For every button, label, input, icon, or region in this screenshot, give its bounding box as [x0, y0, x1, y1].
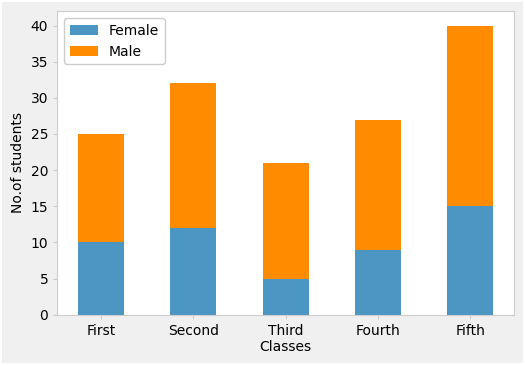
Bar [355, 119, 401, 250]
Bar [170, 228, 216, 315]
Bar [355, 250, 401, 315]
Bar [78, 242, 124, 315]
Y-axis label: No.of students: No.of students [11, 112, 25, 214]
Bar [78, 134, 124, 242]
Legend: Female, Male: Female, Male [64, 18, 164, 64]
Bar [170, 83, 216, 228]
Bar [262, 278, 309, 315]
Bar [262, 163, 309, 278]
Bar [447, 206, 493, 315]
Bar [447, 26, 493, 206]
